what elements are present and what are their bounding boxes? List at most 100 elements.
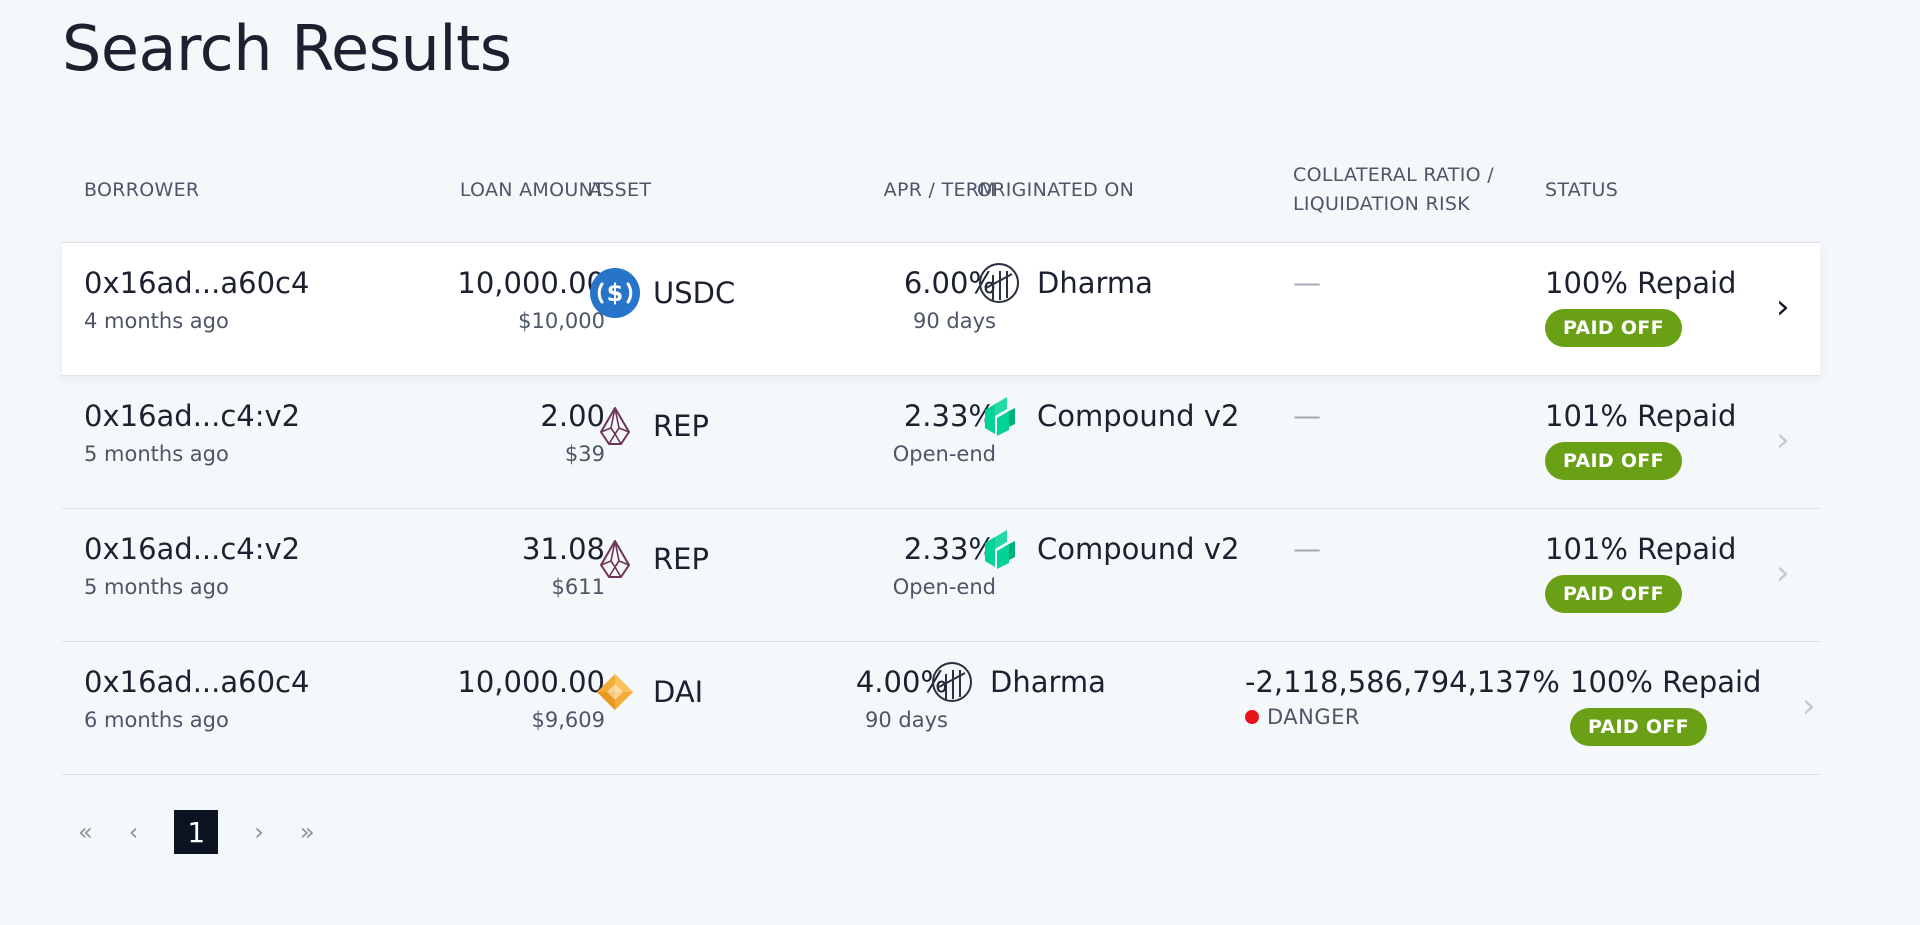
prev-page-button[interactable]: ‹ [128,818,139,846]
repaid-percent: 100% Repaid [1545,266,1737,300]
dai-icon [589,666,641,718]
header-originated-on[interactable]: ORIGINATED ON [977,179,1135,201]
apr-value: 6.00% [903,266,996,300]
originated-cell: Compound v2 [977,394,1239,438]
loan-amount-usd: $611 [551,575,605,599]
loan-age: 5 months ago [84,575,229,599]
asset-cell: DAI [589,666,703,718]
dharma-icon [977,261,1021,305]
chevron-right-icon[interactable]: › [1776,420,1790,460]
originated-cell: Compound v2 [977,527,1239,571]
chevron-right-icon[interactable]: › [1776,287,1790,327]
term-value: Open-end [892,442,996,466]
status-badge: PAID OFF [1545,442,1682,480]
borrower-cell: 0x16ad...a60c4 6 months ago [84,664,309,735]
borrower-cell: 0x16ad...a60c4 4 months ago [84,265,309,336]
loans-table: BORROWER LOAN AMOUNT ASSET APR / TERM OR… [62,150,1820,775]
borrower-cell: 0x16ad...c4:v2 5 months ago [84,531,300,602]
asset-name: REP [653,409,709,443]
borrower-address[interactable]: 0x16ad...c4:v2 [84,532,301,566]
loan-amount: 2.00 [540,399,605,433]
originator-name: Compound v2 [1037,532,1240,566]
header-collateral-line1: COLLATERAL RATIO / [1293,164,1494,186]
collateral-empty: — [1293,532,1321,565]
apr-value: 2.33% [903,532,996,566]
asset-cell: $ USDC [589,267,735,319]
compound-icon [977,394,1021,438]
originator-name: Compound v2 [1037,399,1240,433]
danger-dot-icon [1245,710,1259,724]
apr-term-cell: 2.33% Open-end [762,531,996,602]
loan-amount-cell: 31.08 $611 [352,531,605,602]
table-row[interactable]: 0x16ad...c4:v2 5 months ago 2.00 $39 [62,376,1820,509]
chevron-right-icon[interactable]: › [1802,686,1816,726]
status-cell: 100% Repaid PAID OFF [1545,265,1736,347]
header-collateral-line2: LIQUIDATION RISK [1293,193,1471,215]
header-status[interactable]: STATUS [1545,179,1619,201]
pagination: « ‹ 1 › » [78,810,351,854]
collateral-cell: -2,118,586,794,137% DANGER [1245,664,1560,729]
status-badge: PAID OFF [1545,575,1682,613]
page-title: Search Results [62,12,512,85]
originator-name: Dharma [1037,266,1153,300]
rep-icon [589,400,641,452]
loan-amount-usd: $9,609 [531,708,605,732]
svg-text:$: $ [607,279,624,307]
term-value: Open-end [892,575,996,599]
asset-name: REP [653,542,709,576]
table-row[interactable]: 0x16ad...c4:v2 5 months ago 31.08 $611 [62,509,1820,642]
risk-label: DANGER [1267,705,1361,729]
asset-name: DAI [653,675,704,709]
collateral-ratio: -2,118,586,794,137% [1245,665,1560,699]
collateral-cell: — [1293,531,1321,567]
repaid-percent: 100% Repaid [1570,665,1762,699]
loan-age: 5 months ago [84,442,229,466]
current-page-button[interactable]: 1 [174,810,219,854]
header-asset[interactable]: ASSET [589,179,652,201]
apr-value: 4.00% [855,665,948,699]
table-row[interactable]: 0x16ad...a60c4 6 months ago 10,000.00 $9… [62,642,1820,775]
rep-icon [589,533,641,585]
loan-amount-cell: 2.00 $39 [352,398,605,469]
header-borrower[interactable]: BORROWER [84,179,200,201]
collateral-empty: — [1293,399,1321,432]
status-cell: 100% Repaid PAID OFF [1570,664,1761,746]
borrower-address[interactable]: 0x16ad...a60c4 [84,266,310,300]
collateral-cell: — [1293,265,1321,301]
first-page-button[interactable]: « [78,818,93,846]
status-badge: PAID OFF [1570,708,1707,746]
apr-term-cell: 2.33% Open-end [762,398,996,469]
loan-amount-usd: $39 [564,442,605,466]
liquidation-risk: DANGER [1245,705,1560,729]
usdc-icon: $ [589,267,641,319]
apr-value: 2.33% [903,399,996,433]
term-value: 90 days [865,708,948,732]
repaid-percent: 101% Repaid [1545,399,1737,433]
repaid-percent: 101% Repaid [1545,532,1737,566]
chevron-right-icon[interactable]: › [1776,553,1790,593]
header-loan-amount[interactable]: LOAN AMOUNT [459,179,605,201]
apr-term-cell: 4.00% 90 days [762,664,948,735]
loan-amount-cell: 10,000.00 $9,609 [352,664,605,735]
compound-icon [977,527,1021,571]
next-page-button[interactable]: › [254,818,264,846]
loan-amount: 10,000.00 [457,266,605,300]
borrower-address[interactable]: 0x16ad...c4:v2 [84,399,301,433]
asset-name: USDC [653,276,736,310]
status-badge: PAID OFF [1545,309,1682,347]
borrower-address[interactable]: 0x16ad...a60c4 [84,665,310,699]
status-cell: 101% Repaid PAID OFF [1545,398,1736,480]
header-apr-term[interactable]: APR / TERM [883,179,996,201]
table-row[interactable]: 0x16ad...a60c4 4 months ago 10,000.00 $1… [62,243,1820,376]
term-value: 90 days [913,309,996,333]
status-cell: 101% Repaid PAID OFF [1545,531,1736,613]
borrower-cell: 0x16ad...c4:v2 5 months ago [84,398,300,469]
loan-amount-usd: $10,000 [518,309,605,333]
asset-cell: REP [589,533,709,585]
header-collateral-ratio[interactable]: COLLATERAL RATIO / LIQUIDATION RISK [1293,161,1494,219]
loan-age: 6 months ago [84,708,229,732]
table-header: BORROWER LOAN AMOUNT ASSET APR / TERM OR… [62,150,1820,243]
loan-amount: 31.08 [521,532,605,566]
last-page-button[interactable]: » [299,818,315,846]
